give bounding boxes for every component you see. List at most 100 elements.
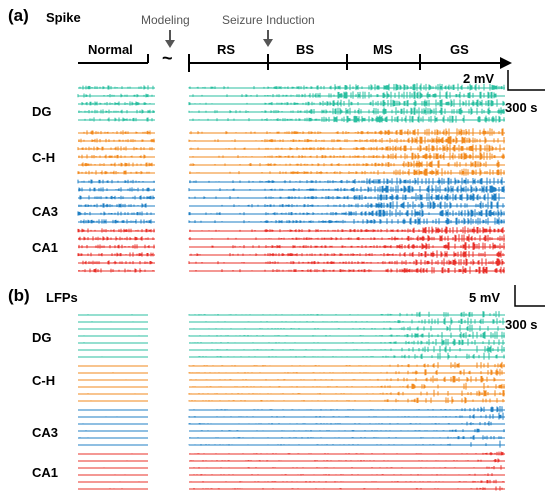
lfp-trace-dg-right-7	[189, 352, 505, 360]
spike-trace-ch-left-3	[77, 146, 155, 151]
spike-trace-dg-right-5	[189, 115, 505, 123]
phase-label-gs: GS	[450, 42, 469, 57]
panel-a-scale-time: 300 s	[505, 100, 538, 115]
seizure-induction-arrow	[263, 30, 273, 47]
lfp-trace-ca1-left-2	[78, 460, 148, 462]
spike-trace-ca1-right-5	[188, 258, 505, 266]
lfp-trace-ca1-left-5	[78, 481, 148, 483]
spike-trace-dg-left-5	[78, 117, 155, 122]
panel-b-scale-amplitude: 5 mV	[469, 290, 501, 305]
timeline-axis	[78, 54, 512, 72]
panel-a-scale-amplitude: 2 mV	[463, 71, 495, 86]
spike-trace-ca3-right-4	[189, 201, 505, 209]
panel-a-region-dg: DG	[32, 104, 52, 119]
lfp-trace-ca1-right-6	[189, 486, 505, 491]
lfp-trace-ch-left-5	[78, 393, 148, 395]
lfp-trace-ca1-right-3	[189, 465, 505, 470]
lfp-trace-dg-left-4	[78, 335, 148, 337]
lfp-trace-dg-left-7	[78, 356, 148, 358]
spike-trace-ch-right-1	[189, 128, 505, 136]
lfp-trace-ca1-right-4	[189, 473, 505, 476]
lfp-trace-ch-right-4	[189, 382, 505, 390]
spike-trace-ca3-left-1	[77, 179, 155, 184]
spike-trace-ca1-left-1	[77, 228, 155, 233]
spike-trace-ca1-left-5	[78, 260, 155, 265]
spike-trace-ch-right-6	[189, 168, 505, 176]
lfp-trace-ch-right-1	[188, 361, 505, 369]
lfp-trace-ch-right-3	[189, 375, 505, 383]
lfp-trace-dg-right-5	[189, 338, 505, 346]
lfp-trace-ca1-left-3	[78, 467, 148, 469]
panel-b-region-ca1: CA1	[32, 465, 59, 480]
lfp-trace-ch-left-2	[78, 372, 148, 374]
spike-trace-ch-right-4	[189, 152, 505, 160]
lfp-trace-dg-left-1	[78, 314, 148, 316]
spike-trace-ca3-left-6	[78, 219, 155, 224]
lfp-trace-ca3-left-3	[78, 423, 148, 425]
spike-trace-ca1-left-3	[78, 244, 155, 249]
lfp-trace-dg-right-6	[189, 345, 505, 353]
spike-trace-dg-right-1	[188, 83, 505, 91]
panel-a-region-ca1: CA1	[32, 240, 59, 255]
lfp-trace-ca1-right-5	[189, 479, 505, 484]
lfp-trace-ch-left-3	[78, 379, 148, 381]
lfp-trace-ca3-right-1	[188, 406, 505, 413]
timeline-normal-label: Normal	[88, 42, 133, 57]
lfp-trace-ca3-left-2	[78, 416, 148, 418]
lfp-trace-dg-left-5	[78, 342, 148, 344]
lfp-trace-dg-right-2	[189, 317, 505, 325]
lfp-trace-ca3-right-4	[189, 428, 505, 433]
lfp-trace-dg-right-1	[188, 311, 505, 318]
spike-trace-ch-left-5	[78, 162, 155, 167]
spike-trace-dg-right-4	[188, 107, 505, 115]
lfp-trace-ca3-right-2	[188, 412, 505, 420]
lfp-trace-ch-left-6	[78, 400, 148, 402]
panel-b-scale-time: 300 s	[505, 317, 538, 332]
panel-b-label: (b)	[8, 286, 30, 305]
spike-trace-ch-left-4	[78, 154, 155, 159]
lfp-trace-dg-left-2	[78, 321, 148, 323]
spike-trace-ca3-right-3	[188, 193, 505, 201]
lfp-trace-ca3-left-1	[78, 409, 148, 411]
spike-trace-ca3-right-2	[188, 185, 505, 193]
lfp-trace-ca1-right-1	[189, 451, 505, 456]
phase-label-ms: MS	[373, 42, 393, 57]
panel-b-region-ch: C-H	[32, 373, 56, 388]
panel-b-region-dg: DG	[32, 330, 52, 345]
spike-trace-ch-right-3	[189, 144, 505, 152]
spike-trace-ca1-right-3	[189, 242, 505, 250]
phase-label-rs: RS	[217, 42, 236, 57]
lfp-trace-ca3-left-5	[78, 437, 148, 439]
lfp-trace-ca1-left-6	[78, 488, 148, 490]
lfp-trace-ca3-right-6	[188, 440, 505, 448]
spike-trace-ca1-left-4	[77, 252, 155, 257]
panel-b-region-ca3: CA3	[32, 425, 59, 440]
modeling-arrow	[165, 30, 175, 48]
lfp-trace-ca3-right-3	[188, 421, 505, 426]
spike-trace-dg-right-3	[188, 99, 505, 107]
lfp-trace-ch-right-5	[188, 389, 505, 397]
seizure-induction-annotation: Seizure Induction	[222, 13, 315, 27]
spike-trace-ca1-left-6	[78, 268, 155, 273]
lfp-trace-ca3-left-4	[78, 430, 148, 432]
spike-trace-ca1-right-6	[189, 266, 505, 274]
spike-trace-ca3-right-1	[189, 177, 505, 185]
spike-trace-dg-left-4	[78, 109, 155, 114]
panel-a-region-ca3: CA3	[32, 204, 59, 219]
spike-trace-ca1-right-2	[188, 234, 505, 242]
lfp-trace-ch-left-1	[78, 365, 148, 367]
spike-trace-dg-left-3	[78, 101, 155, 106]
spike-trace-ca1-left-2	[78, 236, 155, 241]
panel-a-label: (a)	[8, 6, 29, 25]
spike-trace-ch-left-6	[77, 170, 155, 175]
lfp-trace-ca1-right-2	[189, 458, 505, 463]
spike-trace-ca1-right-4	[189, 250, 505, 258]
spike-trace-ch-left-1	[78, 130, 155, 135]
panel-b-scale-bar	[514, 285, 545, 307]
lfp-trace-ca1-left-4	[78, 474, 148, 476]
phase-label-bs: BS	[296, 42, 315, 57]
spike-trace-ca3-left-5	[77, 211, 155, 216]
lfp-trace-dg-right-3	[189, 324, 505, 332]
spike-trace-dg-right-2	[189, 91, 505, 99]
